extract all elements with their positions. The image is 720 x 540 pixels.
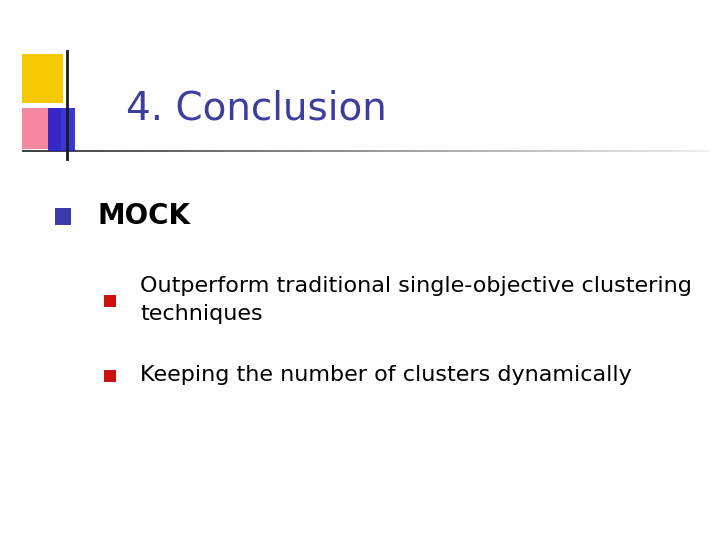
FancyBboxPatch shape: [22, 54, 63, 103]
Text: MOCK: MOCK: [97, 202, 190, 230]
Text: 4. Conclusion: 4. Conclusion: [126, 89, 387, 127]
FancyBboxPatch shape: [22, 108, 61, 148]
FancyBboxPatch shape: [48, 108, 75, 151]
FancyBboxPatch shape: [55, 208, 71, 225]
FancyBboxPatch shape: [104, 370, 116, 382]
Text: Keeping the number of clusters dynamically: Keeping the number of clusters dynamical…: [140, 365, 632, 386]
FancyBboxPatch shape: [104, 295, 116, 307]
Text: Outperform traditional single-objective clustering
techniques: Outperform traditional single-objective …: [140, 276, 692, 323]
